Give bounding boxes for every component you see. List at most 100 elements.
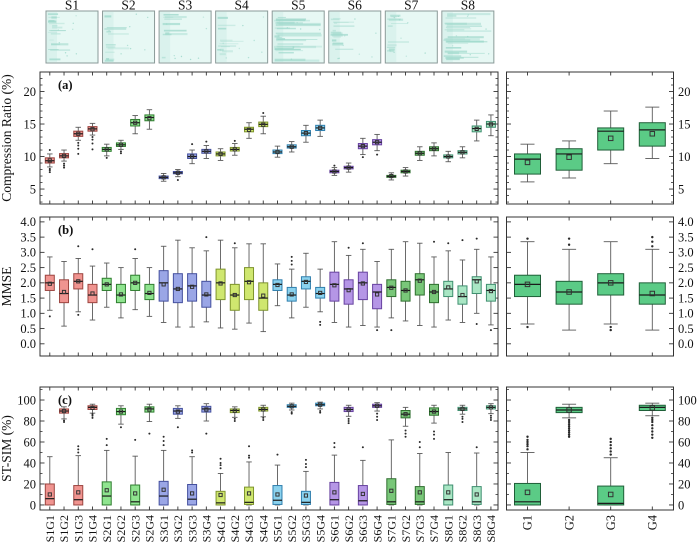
box-S5G1 — [272, 263, 283, 307]
box-S3G1 — [158, 172, 169, 182]
ytick-label: 1.0 — [678, 307, 694, 321]
box-S6G1 — [329, 442, 340, 506]
box-S5G4 — [315, 401, 326, 414]
ytick-label: 0 — [30, 498, 36, 512]
ytick-label: 1.5 — [20, 291, 36, 305]
xtick-label-S3G1: S3G1 — [157, 515, 171, 542]
box-G3 — [597, 437, 625, 506]
box-S2G4 — [144, 267, 155, 317]
thumbnail-S3: S3 — [158, 0, 212, 64]
thumbnail-S2: S2 — [102, 0, 156, 64]
ytick-label: 5 — [678, 182, 684, 196]
box-S7G4 — [429, 240, 440, 328]
box-S7G1 — [386, 172, 397, 181]
box-S1G2 — [59, 149, 70, 169]
box-S6G3 — [357, 242, 368, 326]
ytick-label: 2.5 — [20, 261, 36, 275]
xtick-label-S5G1: S5G1 — [271, 515, 285, 542]
thumbnail-label-S5: S5 — [291, 0, 306, 13]
box-S2G2 — [115, 267, 126, 319]
xtick-label-S3G4: S3G4 — [200, 515, 214, 542]
panel-c-main: 0 20 40 60 80 100 S1G1 S1G2 S1G3 S1G4 S2G1 S2G2 S2G3… — [17, 386, 499, 542]
ytick-label: 20 — [24, 477, 37, 491]
box-S2G1 — [101, 143, 112, 159]
box-S7G1 — [386, 439, 397, 506]
ytick-label: 1.0 — [20, 307, 36, 321]
box-S4G3 — [244, 243, 255, 324]
ytick-label: 3.5 — [678, 230, 694, 244]
thumbnail-S4: S4 — [215, 0, 269, 64]
box-S1G3 — [73, 445, 84, 506]
box-S3G4 — [201, 140, 212, 159]
panel-b-summary: 0.00.51.0 1.52.02.53.0 3.54.0 — [506, 215, 694, 357]
panel-a-summary: 5 10 15 20 — [506, 71, 691, 205]
box-S5G2 — [286, 402, 297, 415]
box-S4G2 — [229, 406, 240, 423]
ytick-label: 20 — [678, 85, 691, 99]
box-S6G1 — [329, 241, 340, 323]
box-S7G4 — [429, 142, 440, 157]
xtick-label-S1G4: S1G4 — [86, 515, 100, 542]
ytick-label: 0.5 — [678, 322, 694, 336]
box-S8G4 — [485, 114, 496, 137]
box-S7G1 — [386, 248, 397, 332]
ylabel-a: Compression Ratio (%) — [0, 74, 14, 202]
ytick-label: 1.5 — [678, 291, 694, 305]
thumbnail-label-S4: S4 — [235, 0, 250, 13]
xtick-label-S4G2: S4G2 — [228, 515, 242, 542]
ytick-label: 60 — [24, 435, 37, 449]
box-S4G2 — [229, 139, 240, 156]
panel-c-summary: 0 20 40 60 80 100 G1 G2 G3 G4 — [506, 386, 697, 530]
ylabel-b: MMSE — [0, 267, 14, 307]
xtick-label-S6G1: S6G1 — [328, 515, 342, 542]
thumbnail-label-S6: S6 — [348, 0, 363, 13]
box-S4G1 — [215, 457, 226, 506]
xtick-label-S5G2: S5G2 — [285, 515, 299, 542]
box-S4G3 — [244, 445, 255, 506]
box-S6G4 — [372, 133, 383, 156]
ytick-label: 0.0 — [678, 337, 694, 351]
ytick-label: 80 — [24, 414, 37, 428]
box-S3G1 — [158, 245, 169, 323]
box-S1G1 — [44, 149, 55, 174]
box-S1G4 — [87, 122, 98, 151]
box-S1G2 — [59, 261, 70, 327]
xtick-label-S1G1: S1G1 — [43, 515, 57, 542]
box-S2G4 — [144, 109, 155, 130]
ylabel-c: ST-SIM (%) — [0, 415, 14, 482]
box-G4 — [638, 106, 666, 159]
xtick-label-S8G3: S8G3 — [470, 515, 484, 542]
xtick-label-S3G2: S3G2 — [171, 515, 185, 542]
xtick-label-S2G4: S2G4 — [143, 515, 157, 542]
box-S8G4 — [485, 403, 496, 421]
xtick-label-S3G3: S3G3 — [185, 515, 199, 542]
xtick-label-S5G3: S5G3 — [299, 515, 313, 542]
panel-b-main: 0.00.51.0 1.52.02.53.0 3.54.0 — [20, 215, 499, 357]
ytick-label: 10 — [678, 150, 691, 164]
box-S8G1 — [443, 452, 454, 506]
box-S8G3 — [471, 119, 482, 142]
box-S3G2 — [172, 239, 183, 328]
thumbnails-strip: S1 S2 S3 S4 S5 S6 S7 S8 — [45, 0, 495, 64]
box-S1G2 — [59, 406, 70, 424]
box-S3G3 — [187, 143, 198, 165]
box-S4G4 — [258, 243, 269, 333]
box-S5G3 — [300, 458, 311, 506]
ytick-label: 0.0 — [20, 337, 36, 351]
ytick-label: 15 — [24, 117, 37, 131]
box-S1G4 — [87, 403, 98, 419]
box-S3G1 — [158, 435, 169, 506]
ytick-label: 2.5 — [678, 261, 694, 275]
ytick-label: 40 — [678, 456, 691, 470]
xtick-label-S7G2: S7G2 — [399, 515, 413, 542]
box-G2 — [555, 237, 583, 331]
box-G1 — [514, 435, 541, 506]
xtick-label-S6G2: S6G2 — [342, 515, 356, 542]
ytick-label: 100 — [678, 393, 697, 407]
ytick-label: 3.0 — [678, 246, 694, 260]
box-S6G3 — [357, 446, 368, 506]
ytick-label: 2.0 — [20, 276, 36, 290]
box-S8G3 — [471, 237, 482, 325]
thumbnail-S1: S1 — [45, 0, 99, 64]
